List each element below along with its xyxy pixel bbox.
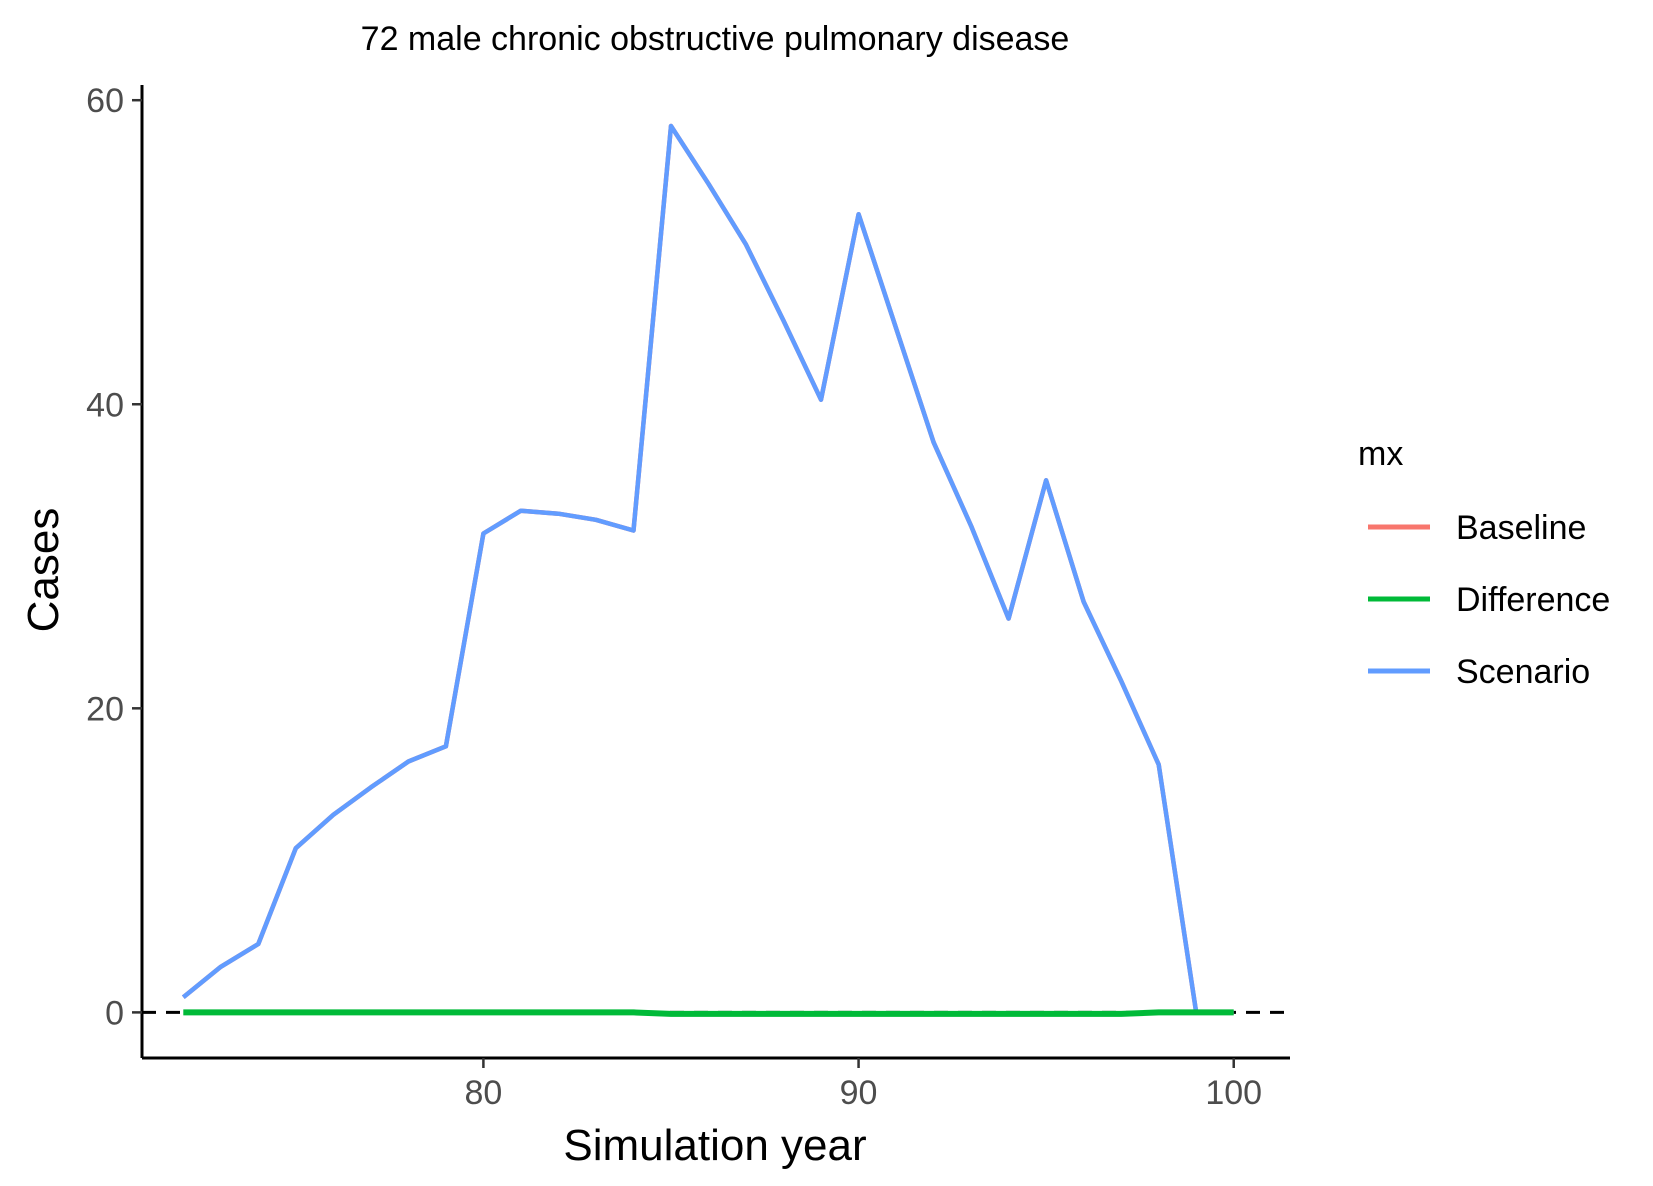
x-tick-label: 80 [464,1074,502,1112]
series-line-baseline [181,123,1234,1015]
legend-title: mx [1358,435,1403,473]
legend: mx Baseline Difference Scenario [1358,435,1610,691]
plot-area: 0 20 40 60 80 90 100 [86,82,1290,1112]
y-tick-label: 20 [86,690,124,728]
x-tick-label: 90 [840,1074,878,1112]
x-tick-label: 100 [1205,1074,1262,1112]
legend-label-scenario: Scenario [1456,653,1590,691]
legend-label-baseline: Baseline [1456,509,1586,547]
y-tick-label: 60 [86,82,124,120]
series-line-difference [183,1009,1234,1017]
chart-title: 72 male chronic obstructive pulmonary di… [361,20,1070,58]
x-axis-label: Simulation year [563,1121,866,1170]
y-axis-label: Cases [19,508,68,633]
y-tick-label: 0 [105,994,124,1032]
series-line-scenario [181,123,1234,1015]
y-tick-label: 40 [86,386,124,424]
legend-label-difference: Difference [1456,581,1610,619]
legend-items: Baseline Difference Scenario [1368,509,1610,691]
